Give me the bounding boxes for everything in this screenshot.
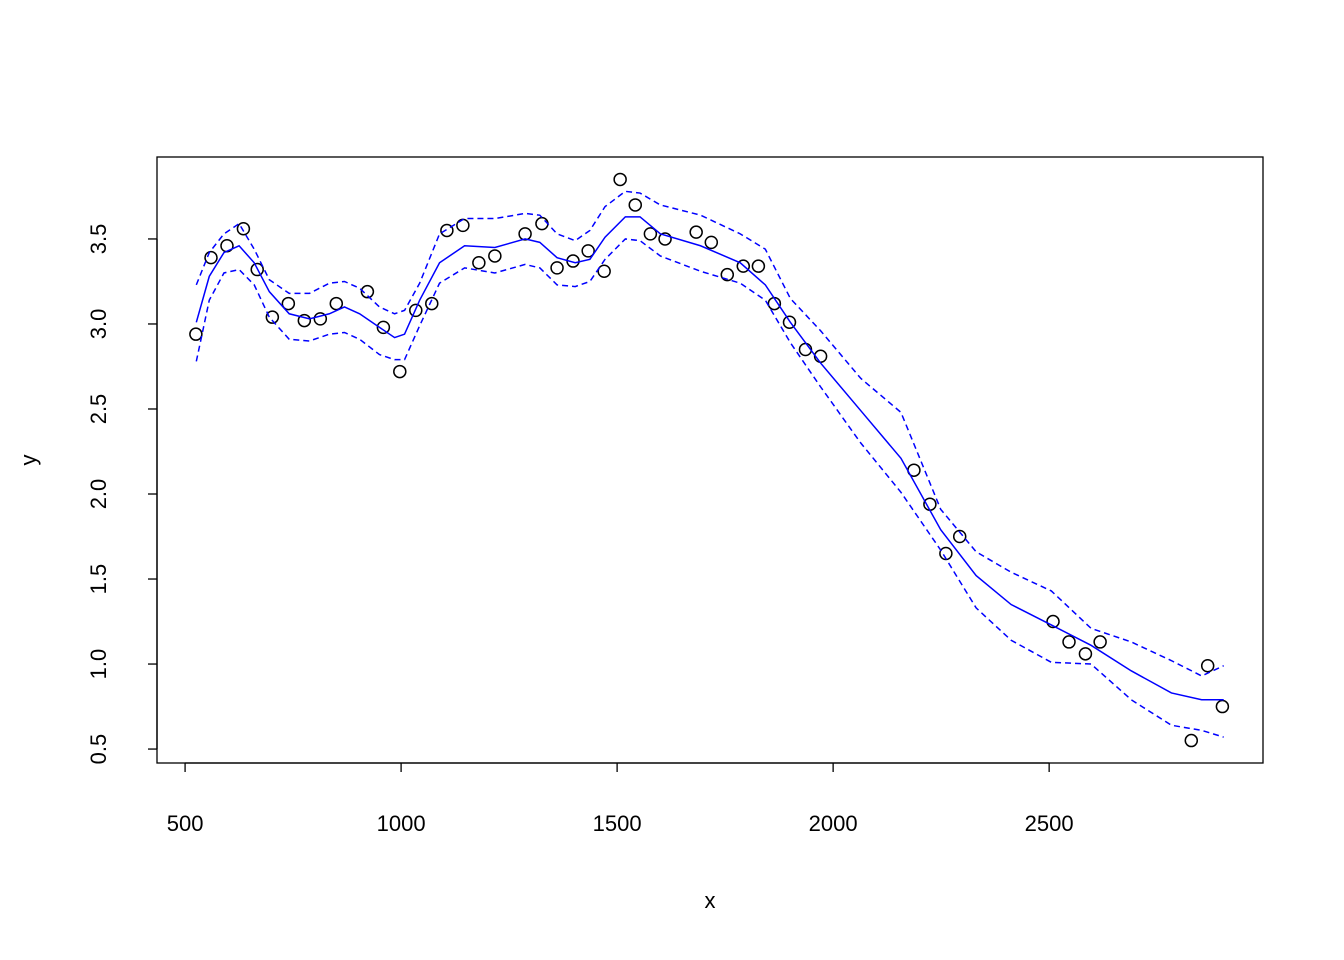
- data-point: [518, 227, 532, 241]
- data-point: [393, 364, 407, 379]
- data-point: [265, 310, 280, 324]
- data-point: [751, 259, 766, 273]
- data-point: [628, 198, 643, 212]
- data-point: [689, 225, 703, 239]
- x-tick-label: 2000: [809, 811, 858, 836]
- data-point: [1093, 635, 1107, 649]
- data-point: [236, 222, 251, 236]
- data-point: [704, 235, 719, 250]
- data-point: [1046, 614, 1060, 629]
- x-axis-label: x: [705, 888, 716, 913]
- y-tick-label: 3.5: [86, 224, 111, 255]
- data-point: [1215, 699, 1230, 714]
- data-point: [425, 296, 439, 311]
- data-point: [488, 249, 502, 263]
- data-point: [376, 320, 391, 335]
- data-point: [597, 264, 611, 279]
- y-tick-label: 1.5: [86, 564, 111, 595]
- data-point: [281, 296, 296, 311]
- data-point: [952, 529, 967, 544]
- y-tick-label: 0.5: [86, 734, 111, 765]
- x-tick-label: 1000: [377, 811, 426, 836]
- x-tick-label: 2500: [1025, 811, 1074, 836]
- data-point: [313, 312, 328, 326]
- y-axis-label: y: [16, 455, 41, 466]
- data-point: [535, 216, 549, 231]
- data-point: [581, 244, 595, 258]
- data-point: [189, 327, 203, 341]
- data-point: [250, 262, 264, 277]
- confidence-band: [195, 238, 1224, 738]
- data-point: [1078, 647, 1093, 661]
- data-point: [720, 267, 735, 282]
- data-point: [1200, 658, 1215, 673]
- y-tick-label: 1.0: [86, 649, 111, 680]
- data-point: [613, 172, 627, 187]
- data-point: [550, 261, 564, 275]
- data-point: [782, 315, 797, 330]
- data-point: [409, 303, 423, 318]
- y-tick-label: 3.0: [86, 309, 111, 340]
- x-tick-label: 1500: [593, 811, 642, 836]
- data-point: [456, 218, 470, 233]
- data-point: [658, 232, 672, 246]
- data-point: [643, 227, 658, 241]
- data-point: [360, 284, 375, 299]
- data-point: [297, 313, 312, 328]
- fit-line: [195, 216, 1224, 701]
- data-point: [1184, 733, 1199, 748]
- data-point: [440, 223, 454, 238]
- data-point: [736, 259, 751, 273]
- confidence-band: [195, 190, 1225, 677]
- data-point: [204, 250, 218, 265]
- y-tick-label: 2.5: [86, 394, 111, 425]
- x-tick-label: 500: [167, 811, 204, 836]
- data-point: [329, 296, 344, 311]
- data-point: [1062, 635, 1076, 649]
- y-tick-label: 2.0: [86, 479, 111, 510]
- data-point: [472, 256, 486, 270]
